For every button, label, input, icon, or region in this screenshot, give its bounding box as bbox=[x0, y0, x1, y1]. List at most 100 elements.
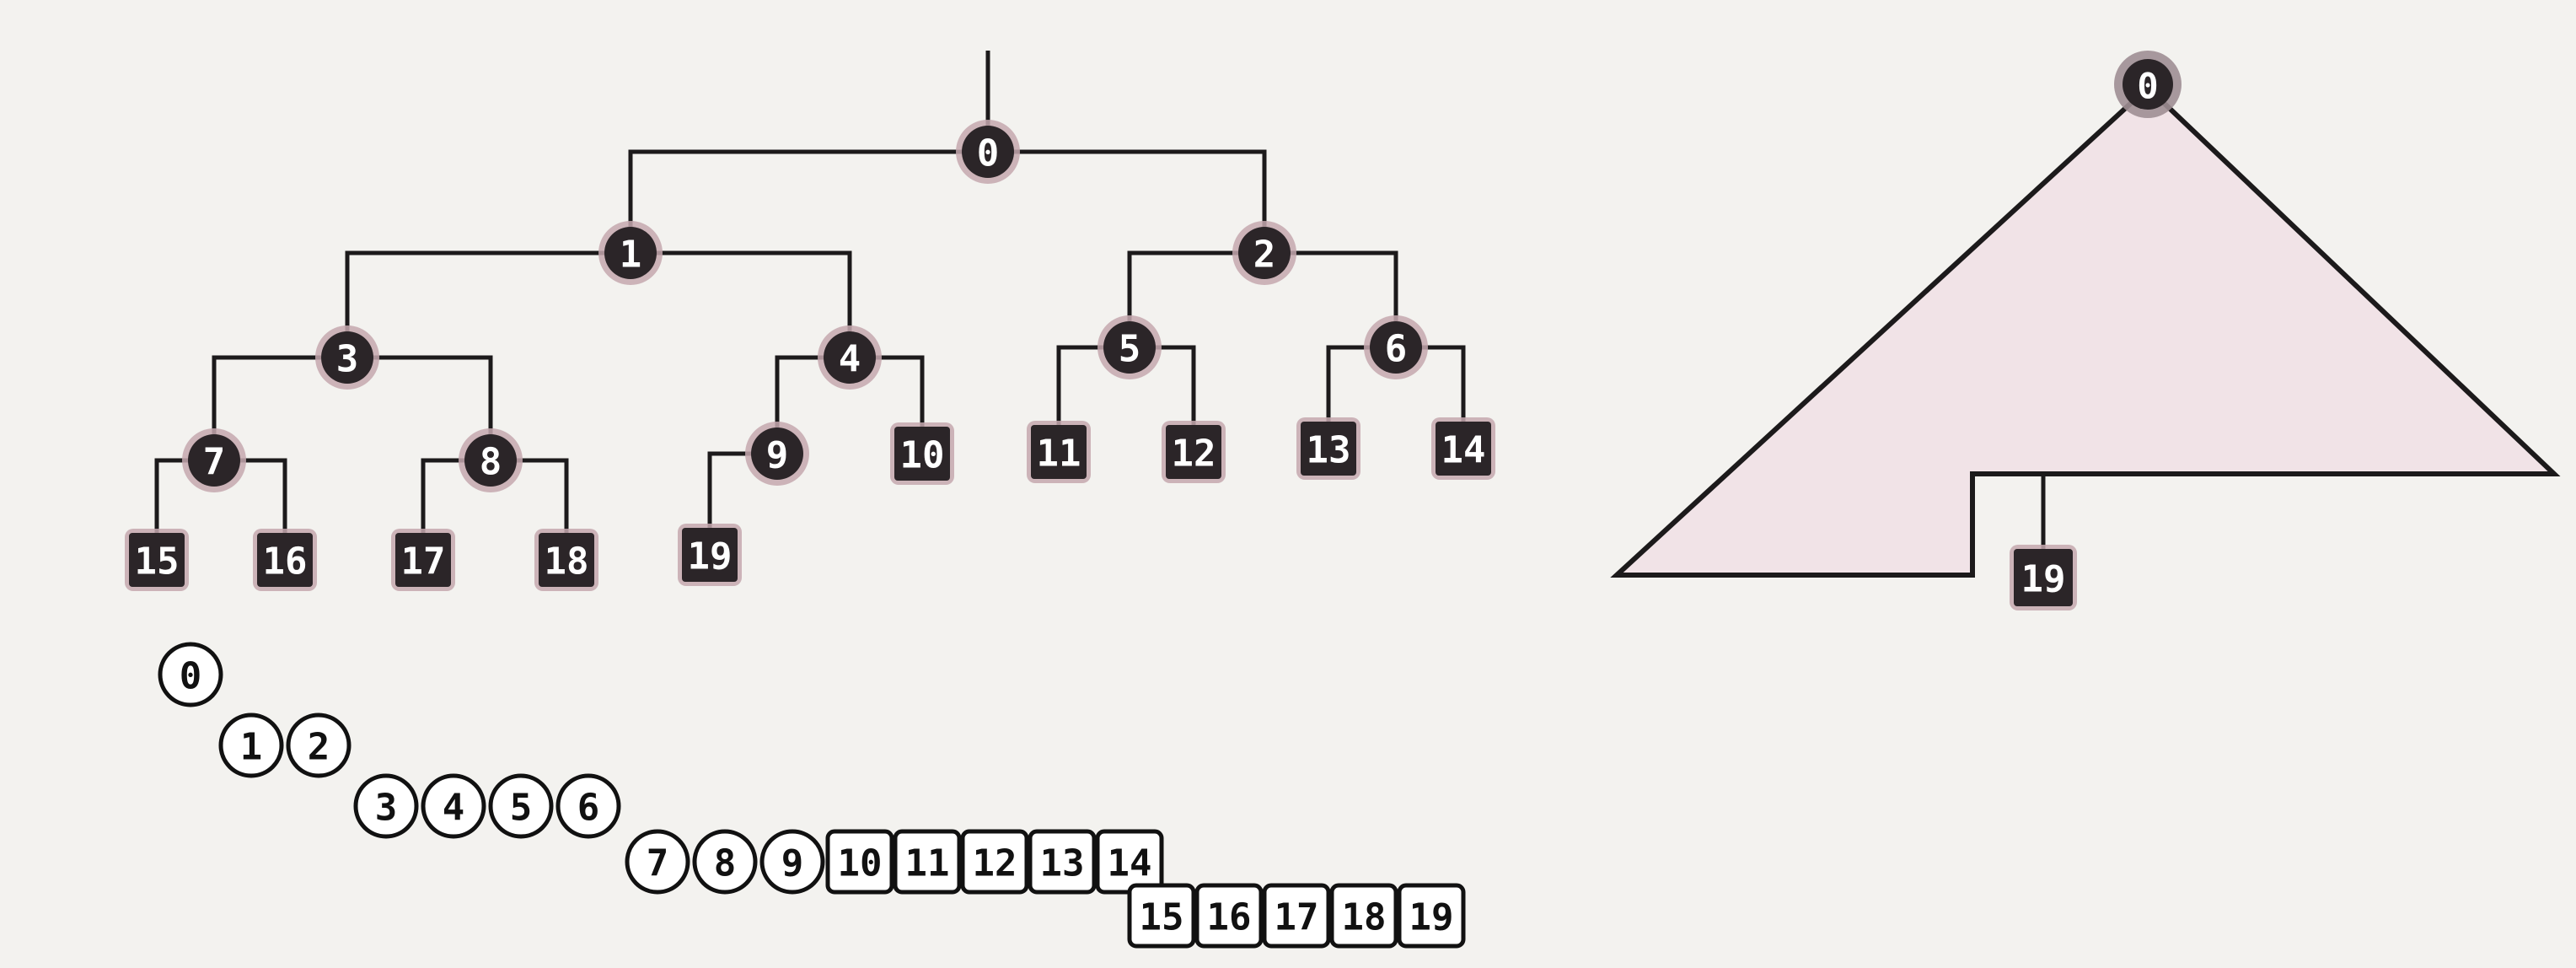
array-level-0: 0 bbox=[158, 642, 223, 707]
heap-triangle bbox=[1610, 83, 2561, 578]
tree-node-label: 6 bbox=[1385, 328, 1408, 371]
tree-node-5: 5 bbox=[1097, 315, 1162, 379]
tree-node-15: 15 bbox=[125, 529, 189, 591]
array-level-4: 15 16 17 18 19 bbox=[1127, 883, 1466, 949]
array-cell-8: 8 bbox=[692, 829, 758, 895]
array-cell-7: 7 bbox=[625, 829, 690, 895]
tree-node-label: 19 bbox=[688, 535, 733, 578]
array-cell-4: 4 bbox=[421, 773, 486, 839]
tree-node-label: 14 bbox=[1441, 429, 1486, 472]
tree-node-label: 11 bbox=[1037, 433, 1081, 476]
array-cell-label: 15 bbox=[1140, 896, 1184, 939]
tree-node-2: 2 bbox=[1232, 221, 1296, 285]
tree-edge bbox=[212, 355, 347, 460]
triangle-top-node: 0 bbox=[2114, 51, 2182, 118]
tree-node-3: 3 bbox=[315, 325, 379, 390]
tree-node-label: 7 bbox=[203, 441, 226, 484]
array-cell-0: 0 bbox=[158, 642, 223, 707]
array-level-2: 3 4 5 6 bbox=[353, 773, 621, 839]
tree-node-label: 4 bbox=[839, 338, 861, 381]
array-cell-17: 17 bbox=[1262, 883, 1331, 949]
array-cell-13: 13 bbox=[1028, 829, 1097, 895]
tree-edge bbox=[988, 149, 1267, 253]
tree-node-6: 6 bbox=[1364, 315, 1428, 379]
tree-node-13: 13 bbox=[1296, 417, 1360, 480]
array-cell-label: 13 bbox=[1040, 842, 1085, 885]
array-cell-label: 19 bbox=[1409, 896, 1454, 939]
tree-node-9: 9 bbox=[745, 422, 809, 486]
tree-node-label: 18 bbox=[545, 540, 589, 583]
triangle-top-label: 0 bbox=[2137, 66, 2158, 107]
array-cell-14: 14 bbox=[1095, 829, 1164, 895]
array-cell-label: 1 bbox=[240, 726, 263, 769]
tree-node-label: 3 bbox=[336, 338, 359, 381]
tree-node-label: 1 bbox=[620, 234, 642, 277]
array-cell-2: 2 bbox=[286, 713, 352, 778]
array-cell-12: 12 bbox=[960, 829, 1029, 895]
tree-node-label: 15 bbox=[135, 540, 180, 583]
array-cell-9: 9 bbox=[759, 829, 825, 895]
tree-edge bbox=[345, 250, 631, 358]
tree-node-11: 11 bbox=[1027, 421, 1091, 483]
tree-node-label: 10 bbox=[900, 434, 945, 477]
array-cell-label: 3 bbox=[375, 787, 398, 830]
array-cell-label: 11 bbox=[905, 842, 950, 885]
tree-node-18: 18 bbox=[534, 529, 598, 591]
array-cell-label: 17 bbox=[1275, 896, 1319, 939]
array-cell-10: 10 bbox=[825, 829, 894, 895]
tree-node-label: 5 bbox=[1119, 328, 1141, 371]
array-cell-label: 9 bbox=[781, 842, 804, 885]
array-cell-label: 8 bbox=[714, 842, 737, 885]
tree-node-label: 2 bbox=[1253, 234, 1276, 277]
tree-node-12: 12 bbox=[1162, 421, 1226, 483]
array-cell-11: 11 bbox=[893, 829, 962, 895]
array-cell-label: 18 bbox=[1342, 896, 1387, 939]
tree-node-0: 0 bbox=[956, 120, 1020, 184]
array-cell-label: 16 bbox=[1207, 896, 1252, 939]
array-cell-label: 14 bbox=[1108, 842, 1152, 885]
array-cell-3: 3 bbox=[353, 773, 419, 839]
tree-node-14: 14 bbox=[1431, 417, 1495, 480]
array-cell-label: 7 bbox=[647, 842, 669, 885]
tree-node-17: 17 bbox=[391, 529, 455, 591]
array-cell-label: 2 bbox=[308, 726, 330, 769]
array-cell-15: 15 bbox=[1127, 883, 1196, 949]
tree-node-label: 16 bbox=[263, 540, 308, 583]
tree-edge bbox=[631, 250, 852, 358]
tree-node-7: 7 bbox=[182, 428, 246, 492]
tree-node-label: 9 bbox=[766, 434, 789, 477]
array-cell-6: 6 bbox=[555, 773, 621, 839]
tree-node-16: 16 bbox=[253, 529, 317, 591]
triangle-schematic: 0 19 bbox=[1610, 51, 2561, 610]
tree-node-label: 17 bbox=[401, 540, 446, 583]
array-cell-19: 19 bbox=[1397, 883, 1466, 949]
tree-node-1: 1 bbox=[598, 221, 663, 285]
array-cell-16: 16 bbox=[1194, 883, 1264, 949]
tree-edge bbox=[347, 355, 493, 460]
tree-node-label: 0 bbox=[977, 132, 1000, 175]
tree-edges bbox=[154, 51, 1466, 560]
array-cell-1: 1 bbox=[218, 713, 284, 778]
array-cell-5: 5 bbox=[488, 773, 554, 839]
tree-node-label: 8 bbox=[480, 441, 502, 484]
array-cell-label: 10 bbox=[838, 842, 883, 885]
array-level-3: 7 8 9 10 11 12 13 14 bbox=[625, 829, 1164, 895]
tree-edge bbox=[628, 149, 988, 253]
array-cell-label: 5 bbox=[510, 787, 533, 830]
tree-node-8: 8 bbox=[459, 428, 523, 492]
array-cell-label: 12 bbox=[973, 842, 1017, 885]
tree-node-label: 12 bbox=[1172, 433, 1216, 476]
tree-node-label: 13 bbox=[1307, 429, 1351, 472]
tree-node-19: 19 bbox=[678, 524, 742, 586]
tree-node-10: 10 bbox=[890, 422, 954, 485]
array-cell-label: 0 bbox=[180, 655, 202, 698]
triangle-bottom-node: 19 bbox=[2010, 545, 2077, 610]
array-cell-label: 4 bbox=[443, 787, 465, 830]
array-cell-label: 6 bbox=[577, 787, 600, 830]
tree-node-4: 4 bbox=[818, 325, 882, 390]
triangle-bottom-label: 19 bbox=[2021, 558, 2066, 601]
